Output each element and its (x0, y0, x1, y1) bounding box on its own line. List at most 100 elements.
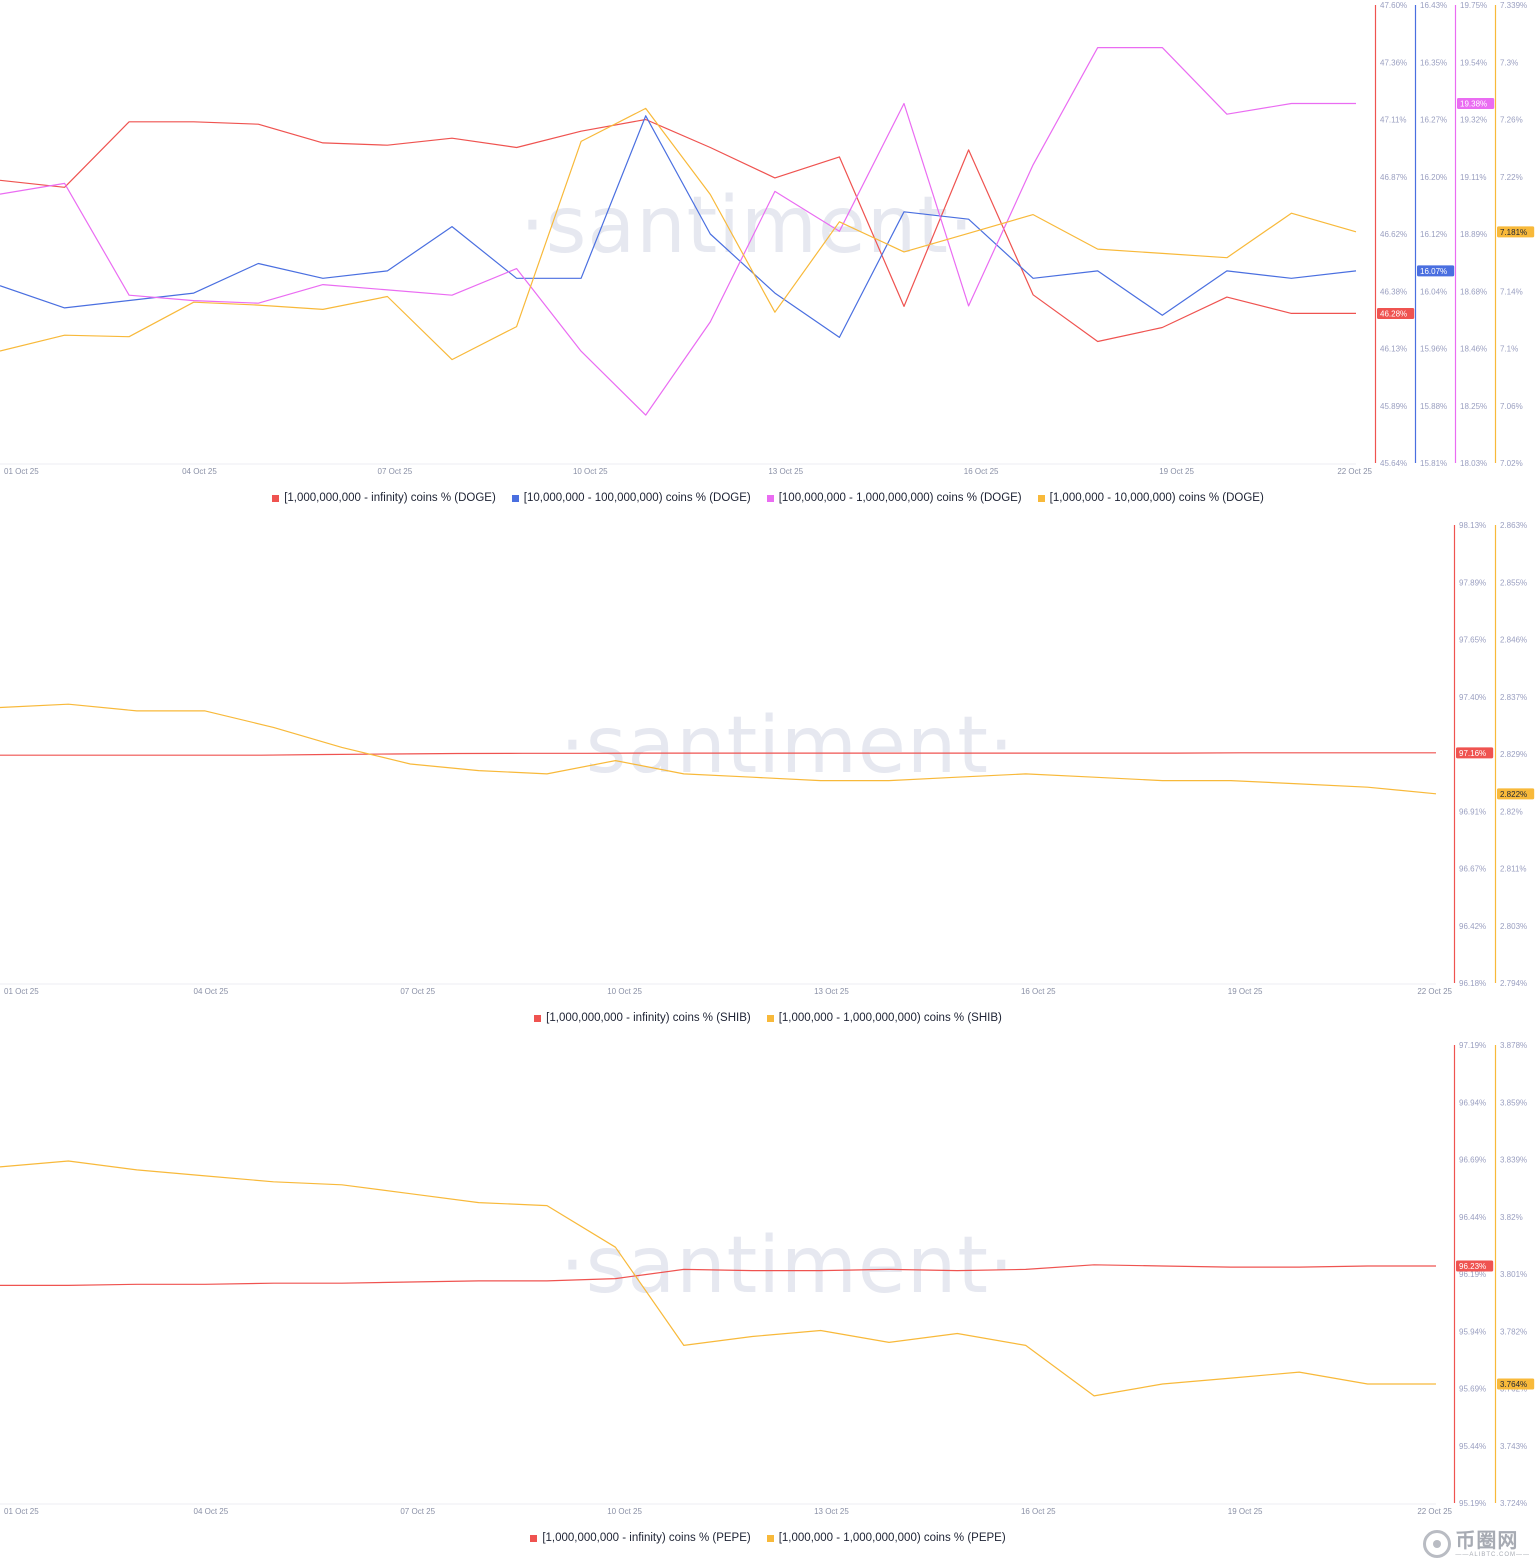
doge-chart-panel: ·santiment· 01 Oct 25 04 Oct 25 07 Oct 25 10… (0, 0, 1536, 520)
x-tick-label: 22 Oct 25 (1337, 467, 1372, 476)
y-tick-label: 46.38% (1380, 287, 1407, 296)
y-tick-label: 46.87% (1380, 173, 1407, 182)
x-tick-label: 04 Oct 25 (194, 987, 229, 996)
legend-item[interactable]: [1,000,000,000 - infinity) coins % (SHIB… (534, 1012, 751, 1024)
y-tick-label: 2.794% (1500, 979, 1527, 988)
legend-item[interactable]: [100,000,000 - 1,000,000,000) coins % (D… (766, 492, 1022, 504)
y-tick-label: 3.839% (1500, 1156, 1527, 1165)
y-tick-label: 2.846% (1500, 636, 1527, 645)
x-tick-label: 13 Oct 25 (814, 987, 849, 996)
y-tick-label: 95.94% (1459, 1327, 1486, 1336)
y-tick-label: 96.18% (1459, 979, 1486, 988)
y-tick-label: 97.65% (1459, 636, 1486, 645)
last-value-badge (1377, 307, 1415, 319)
y-tick-label: 3.878% (1500, 1041, 1527, 1050)
shib-legend: [1,000,000,000 - infinity) coins % (SHIB… (0, 1012, 1536, 1024)
legend-item[interactable]: [10,000,000 - 100,000,000) coins % (DOGE… (511, 492, 751, 504)
x-tick-label: 04 Oct 25 (182, 467, 217, 476)
y-tick-label: 7.14% (1500, 287, 1523, 296)
x-tick-label: 13 Oct 25 (814, 1507, 849, 1516)
last-value-label: 7.181% (1500, 228, 1527, 237)
y-tick-label: 2.829% (1500, 750, 1527, 759)
x-tick-label: 10 Oct 25 (607, 1507, 642, 1516)
y-tick-label: 19.54% (1460, 58, 1487, 67)
legend-label: [1,000,000,000 - infinity) coins % (SHIB… (546, 1012, 751, 1024)
x-tick-label: 01 Oct 25 (4, 467, 39, 476)
shib-chart: ·santiment· 01 Oct 25 04 Oct 25 07 Oct 25 10… (0, 521, 1535, 996)
series-line-10-000-000-100-000-000-coins-doge (0, 115, 1357, 338)
y-tick-label: 95.19% (1459, 1499, 1486, 1508)
brand-watermark: 币圈网 ——ALIBTC.COM—— (1423, 1530, 1530, 1558)
y-tick-label: 96.44% (1459, 1213, 1486, 1222)
last-value-badge (1497, 788, 1535, 800)
santiment-watermark: ·santiment· (520, 181, 975, 271)
pepe-chart: ·santiment· 01 Oct 25 04 Oct 25 07 Oct 25 10… (0, 1041, 1535, 1516)
y-tick-label: 97.40% (1459, 693, 1486, 702)
x-tick-label: 07 Oct 25 (378, 467, 413, 476)
y-tick-label: 3.859% (1500, 1098, 1527, 1107)
series-line-1-000-000-1-000-000-000-coins-shib (0, 703, 1437, 795)
y-tick-label: 2.82% (1500, 807, 1523, 816)
y-tick-label: 3.782% (1500, 1327, 1527, 1336)
y-tick-label: 7.3% (1500, 58, 1518, 67)
y-tick-label: 96.94% (1459, 1098, 1486, 1107)
legend-swatch (766, 1014, 774, 1022)
y-tick-label: 7.339% (1500, 1, 1527, 10)
y-tick-label: 7.06% (1500, 402, 1523, 411)
y-tick-label: 16.35% (1420, 58, 1447, 67)
y-tick-label: 3.82% (1500, 1213, 1523, 1222)
y-tick-label: 45.89% (1380, 402, 1407, 411)
legend-swatch (530, 1534, 538, 1542)
last-value-label: 46.28% (1380, 309, 1407, 318)
last-value-label: 19.38% (1460, 100, 1487, 109)
legend-item[interactable]: [1,000,000 - 1,000,000,000) coins % (PEP… (766, 1532, 1006, 1544)
last-value-label: 96.23% (1459, 1262, 1486, 1271)
y-tick-label: 19.11% (1460, 173, 1487, 182)
legend-label: [1,000,000,000 - infinity) coins % (PEPE… (542, 1532, 751, 1544)
legend-label: [10,000,000 - 100,000,000) coins % (DOGE… (523, 492, 751, 504)
legend-item[interactable]: [1,000,000 - 1,000,000,000) coins % (SHI… (766, 1012, 1002, 1024)
y-tick-label: 97.89% (1459, 578, 1486, 587)
y-tick-label: 16.20% (1420, 173, 1447, 182)
y-tick-label: 19.32% (1460, 116, 1487, 125)
y-tick-label: 2.837% (1500, 693, 1527, 702)
brand-sub-text: ——ALIBTC.COM—— (1455, 1552, 1530, 1558)
y-tick-label: 2.811% (1500, 865, 1527, 874)
legend-swatch (534, 1014, 542, 1022)
series-line-1-000-000-000-infinity-coins-pepe (0, 1264, 1436, 1286)
series-line-1-000-000-000-infinity-coins-shib (0, 752, 1436, 756)
x-tick-label: 01 Oct 25 (4, 1507, 39, 1516)
legend-item[interactable]: [1,000,000,000 - infinity) coins % (DOGE… (272, 492, 496, 504)
y-tick-label: 96.91% (1459, 807, 1486, 816)
y-tick-label: 47.11% (1380, 116, 1407, 125)
doge-legend: [1,000,000,000 - infinity) coins % (DOGE… (0, 492, 1536, 504)
y-tick-label: 95.44% (1459, 1442, 1486, 1451)
y-tick-label: 3.724% (1500, 1499, 1527, 1508)
y-tick-label: 18.46% (1460, 345, 1487, 354)
y-tick-label: 47.60% (1380, 1, 1407, 10)
last-value-label: 16.07% (1420, 267, 1447, 276)
x-tick-label: 04 Oct 25 (194, 1507, 229, 1516)
x-tick-label: 07 Oct 25 (400, 1507, 435, 1516)
last-value-badge (1457, 98, 1495, 110)
series-line-1-000-000-000-infinity-coins-doge (0, 118, 1356, 343)
x-tick-label: 16 Oct 25 (964, 467, 999, 476)
legend-item[interactable]: [1,000,000,000 - infinity) coins % (PEPE… (530, 1532, 751, 1544)
y-tick-label: 96.69% (1459, 1156, 1486, 1165)
y-tick-label: 7.26% (1500, 116, 1523, 125)
y-tick-label: 95.69% (1459, 1385, 1486, 1394)
y-tick-label: 7.1% (1500, 345, 1518, 354)
y-tick-label: 96.19% (1459, 1270, 1486, 1279)
last-value-badge (1456, 1260, 1494, 1272)
legend-label: [1,000,000 - 10,000,000) coins % (DOGE) (1049, 492, 1264, 504)
y-tick-label: 16.04% (1420, 287, 1447, 296)
y-tick-label: 46.13% (1380, 345, 1407, 354)
y-tick-label: 2.863% (1500, 521, 1527, 530)
last-value-badge (1456, 747, 1494, 759)
y-tick-label: 16.43% (1420, 1, 1447, 10)
y-tick-label: 7.02% (1500, 459, 1523, 468)
y-tick-label: 46.62% (1380, 230, 1407, 239)
y-tick-label: 98.13% (1459, 521, 1486, 530)
legend-item[interactable]: [1,000,000 - 10,000,000) coins % (DOGE) (1037, 492, 1264, 504)
x-tick-label: 10 Oct 25 (573, 467, 608, 476)
